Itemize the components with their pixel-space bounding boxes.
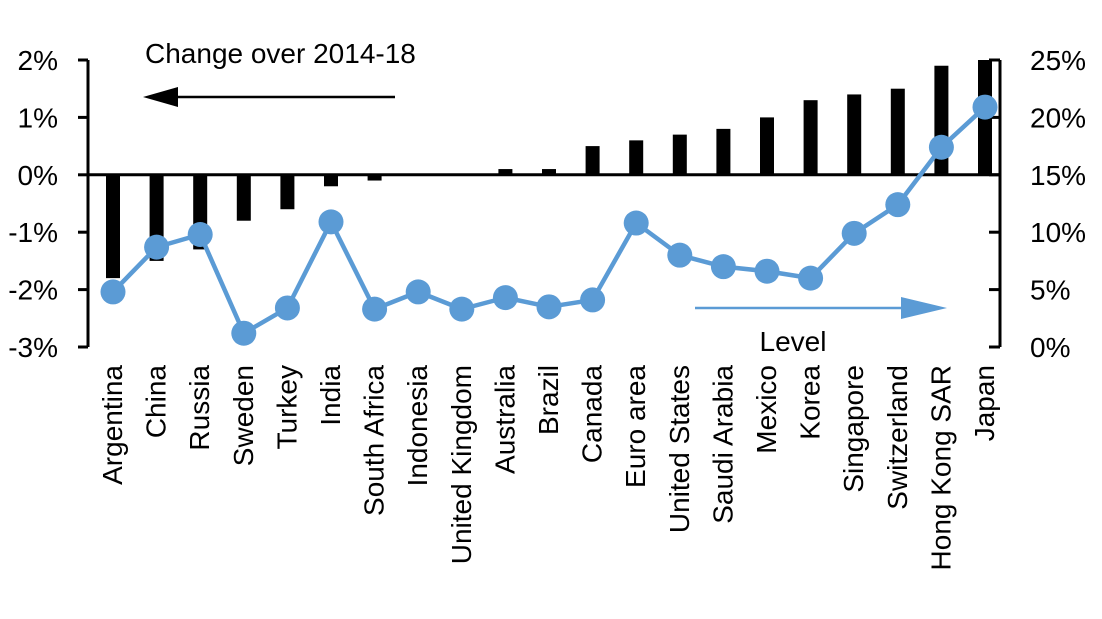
line-point — [231, 320, 257, 346]
line-point — [798, 265, 824, 291]
right-axis-tick-label: 20% — [1030, 102, 1086, 133]
category-label: Canada — [577, 365, 608, 464]
line-point — [623, 210, 649, 236]
category-axis-labels: Argentina China Russia Sweden Turkey India Sou… — [97, 365, 1000, 571]
category-label: United States — [664, 365, 695, 533]
category-label: United Kingdom — [446, 365, 477, 564]
right-axis-tick-label: 10% — [1030, 217, 1086, 248]
line-point — [187, 221, 213, 247]
category-label: Argentina — [97, 365, 128, 485]
line-point — [100, 279, 126, 305]
left-axis-tick-label: -1% — [8, 217, 58, 248]
left-series-title: Change over 2014-18 — [145, 38, 416, 69]
bar — [672, 134, 687, 175]
axis-frame — [86, 60, 1002, 347]
bar — [803, 100, 818, 175]
category-label: Korea — [795, 365, 826, 440]
category-label: Russia — [184, 365, 215, 451]
bar-series — [106, 60, 992, 279]
category-label: Brazil — [533, 365, 564, 435]
line-point — [667, 242, 693, 268]
bar — [890, 88, 905, 175]
left-arrow-head — [143, 87, 178, 107]
bar — [585, 146, 600, 175]
right-axis-tick-label: 15% — [1030, 160, 1086, 191]
line-point — [536, 294, 562, 320]
left-axis-tick-label: 1% — [18, 102, 58, 133]
left-axis-tick-label: -2% — [8, 275, 58, 306]
bar — [498, 169, 513, 175]
right-axis-ticks: 25% 20% 15% 10% 5% 0% — [989, 45, 1086, 363]
left-axis-tick-label: 2% — [18, 45, 58, 76]
category-label: China — [141, 365, 172, 439]
category-label: Saudi Arabia — [707, 365, 738, 524]
right-series-title: Level — [760, 326, 827, 357]
category-label: Hong Kong SAR — [925, 365, 956, 570]
line-point — [972, 94, 998, 120]
bar — [847, 94, 862, 175]
category-label: Australia — [489, 365, 520, 474]
line-series — [100, 94, 998, 346]
left-axis-tick-label: 0% — [18, 160, 58, 191]
line-point — [274, 295, 300, 321]
bar — [716, 128, 731, 175]
line-point — [710, 254, 736, 280]
line-point — [841, 220, 867, 246]
category-label: South Africa — [359, 365, 390, 516]
category-label: Switzerland — [882, 365, 913, 510]
right-arrow-head — [901, 297, 947, 319]
category-label: Indonesia — [402, 365, 433, 487]
bar — [760, 117, 774, 175]
category-label: Mexico — [751, 365, 782, 454]
right-arrow-icon — [695, 297, 947, 319]
bar — [236, 174, 251, 221]
category-label: India — [315, 365, 346, 426]
line-point — [580, 287, 606, 313]
category-label: Japan — [969, 365, 1000, 441]
line-point — [405, 279, 431, 305]
left-axis-ticks: 2% 1% 0% -1% -2% -3% — [8, 45, 88, 363]
bar — [324, 174, 338, 187]
line-point — [492, 285, 518, 311]
category-label: Sweden — [228, 365, 259, 466]
bar — [106, 174, 120, 279]
line-point — [318, 209, 344, 235]
line-point — [362, 296, 388, 322]
bar — [280, 174, 295, 210]
bar — [629, 140, 644, 175]
right-axis-tick-label: 5% — [1030, 275, 1070, 306]
line-point — [928, 134, 954, 160]
bar — [542, 169, 556, 175]
right-axis-tick-label: 0% — [1030, 332, 1070, 363]
right-axis-tick-label: 25% — [1030, 45, 1086, 76]
category-label: Turkey — [271, 365, 302, 450]
line-point — [144, 234, 170, 260]
left-axis-tick-label: -3% — [8, 332, 58, 363]
category-label: Singapore — [838, 365, 869, 493]
left-arrow-icon — [143, 87, 395, 107]
line-point — [885, 192, 911, 218]
line-point — [449, 296, 475, 322]
line-point — [754, 258, 780, 284]
bar — [367, 174, 382, 181]
category-label: Euro area — [620, 365, 651, 488]
